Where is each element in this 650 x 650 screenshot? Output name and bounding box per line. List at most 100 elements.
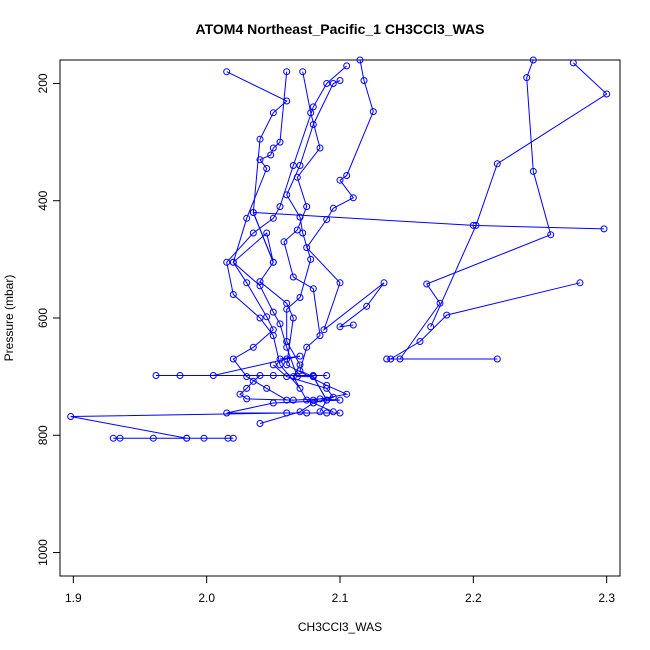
data-point	[343, 62, 351, 70]
data-point	[299, 229, 307, 237]
data-point	[263, 229, 271, 237]
data-point	[360, 77, 368, 84]
data-point	[229, 258, 237, 266]
series-7	[396, 56, 555, 363]
data-point	[67, 413, 75, 420]
y-tick-label: 600	[36, 308, 50, 328]
data-point	[243, 214, 251, 222]
data-point	[529, 167, 537, 175]
data-point	[299, 68, 307, 76]
data-point	[303, 203, 311, 211]
data-point	[269, 214, 277, 222]
data-point	[493, 160, 501, 168]
data-point	[323, 80, 331, 87]
data-point	[427, 323, 435, 331]
data-point	[396, 355, 404, 363]
data-point	[309, 121, 317, 128]
data-point	[296, 384, 304, 392]
data-point	[603, 90, 611, 98]
data-point	[229, 291, 237, 298]
data-point	[307, 255, 315, 263]
data-point	[109, 434, 117, 442]
data-point	[223, 409, 231, 417]
data-point	[293, 226, 301, 234]
series-line	[232, 71, 328, 413]
data-point	[269, 399, 277, 407]
y-tick-label: 400	[36, 190, 50, 210]
data-point	[149, 434, 157, 442]
data-point	[263, 165, 271, 172]
data-point	[223, 258, 231, 266]
data-point	[229, 434, 237, 442]
y-axis: 200 400 600 800 1000	[36, 73, 61, 566]
data-point	[243, 384, 251, 392]
data-point	[336, 409, 344, 417]
data-point	[280, 238, 288, 246]
series-line	[430, 62, 608, 328]
data-point	[363, 302, 371, 310]
data-point	[283, 68, 291, 76]
series-line	[283, 71, 328, 401]
data-point	[224, 434, 232, 442]
series-line	[286, 80, 341, 413]
series-line	[252, 211, 605, 401]
x-axis: 1.9 2.0 2.1 2.2 2.3	[65, 575, 615, 605]
data-point	[200, 434, 208, 442]
data-point	[323, 384, 331, 392]
data-point	[387, 355, 395, 363]
data-point	[323, 216, 331, 223]
data-point	[303, 396, 311, 404]
data-point	[243, 279, 251, 287]
data-point	[329, 408, 337, 416]
data-point	[343, 172, 351, 179]
data-point	[296, 213, 304, 221]
data-point	[256, 282, 264, 290]
data-point	[336, 176, 344, 184]
data-point	[316, 408, 324, 416]
data-point	[296, 352, 304, 360]
data-point	[269, 361, 277, 369]
series-line	[70, 355, 341, 439]
x-axis-label: CH3CCl3_WAS	[298, 620, 382, 634]
y-tick-label: 1000	[36, 539, 50, 566]
data-point	[309, 285, 317, 293]
data-point	[296, 361, 304, 369]
data-point	[289, 396, 297, 404]
chart-title: ATOM4 Northeast_Pacific_1 CH3CCl3_WAS	[196, 21, 485, 37]
series-10	[223, 62, 351, 392]
data-point	[309, 103, 317, 111]
series-line	[259, 364, 335, 424]
data-point	[529, 56, 537, 64]
data-point	[269, 258, 277, 266]
data-point	[349, 321, 357, 329]
data-point	[303, 409, 311, 417]
series-line	[226, 65, 348, 389]
x-tick-label: 2.3	[598, 591, 615, 605]
data-point	[316, 332, 324, 340]
series-4	[280, 68, 331, 404]
data-point	[323, 409, 331, 417]
data-point	[316, 144, 324, 152]
series-6	[383, 279, 584, 363]
data-point	[209, 372, 217, 379]
plot-frame	[59, 59, 621, 577]
data-point	[152, 372, 160, 379]
data-point	[256, 314, 264, 322]
data-point	[243, 373, 251, 381]
data-point	[329, 80, 337, 87]
data-point	[183, 434, 191, 442]
data-point	[600, 225, 608, 233]
data-point	[269, 326, 277, 334]
data-point	[343, 390, 351, 398]
data-point	[336, 396, 344, 404]
data-point	[329, 204, 337, 212]
data-point	[472, 221, 480, 229]
data-point	[416, 338, 424, 345]
y-tick-label: 800	[36, 425, 50, 445]
series-5	[283, 77, 344, 416]
data-point	[289, 162, 297, 169]
series-line	[306, 59, 385, 332]
data-point	[176, 372, 184, 379]
data-point	[320, 326, 328, 334]
data-point	[423, 280, 431, 288]
